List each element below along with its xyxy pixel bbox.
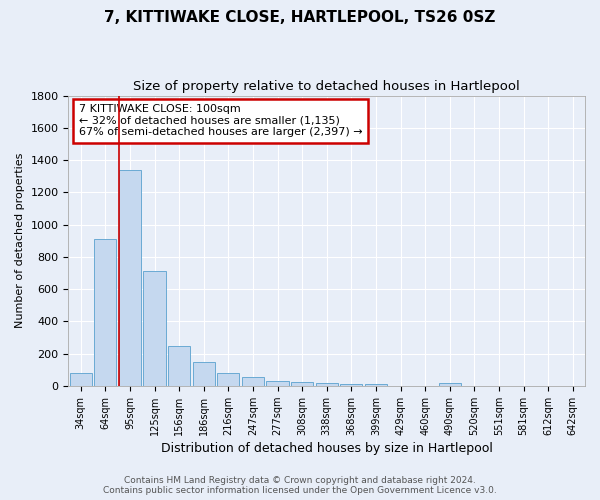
Bar [291, 382, 313, 386]
X-axis label: Distribution of detached houses by size in Hartlepool: Distribution of detached houses by size … [161, 442, 493, 455]
Text: 7, KITTIWAKE CLOSE, HARTLEPOOL, TS26 0SZ: 7, KITTIWAKE CLOSE, HARTLEPOOL, TS26 0SZ [104, 10, 496, 25]
Bar [193, 362, 215, 386]
Title: Size of property relative to detached houses in Hartlepool: Size of property relative to detached ho… [133, 80, 520, 93]
Bar [340, 384, 362, 386]
Y-axis label: Number of detached properties: Number of detached properties [15, 153, 25, 328]
Text: 7 KITTIWAKE CLOSE: 100sqm
← 32% of detached houses are smaller (1,135)
67% of se: 7 KITTIWAKE CLOSE: 100sqm ← 32% of detac… [79, 104, 362, 138]
Bar [217, 372, 239, 386]
Bar [94, 239, 116, 386]
Bar [365, 384, 387, 386]
Bar [266, 381, 289, 386]
Bar [242, 376, 264, 386]
Bar [168, 346, 190, 386]
Bar [143, 272, 166, 386]
Text: Contains HM Land Registry data © Crown copyright and database right 2024.
Contai: Contains HM Land Registry data © Crown c… [103, 476, 497, 495]
Bar [316, 384, 338, 386]
Bar [70, 373, 92, 386]
Bar [119, 170, 141, 386]
Bar [439, 382, 461, 386]
